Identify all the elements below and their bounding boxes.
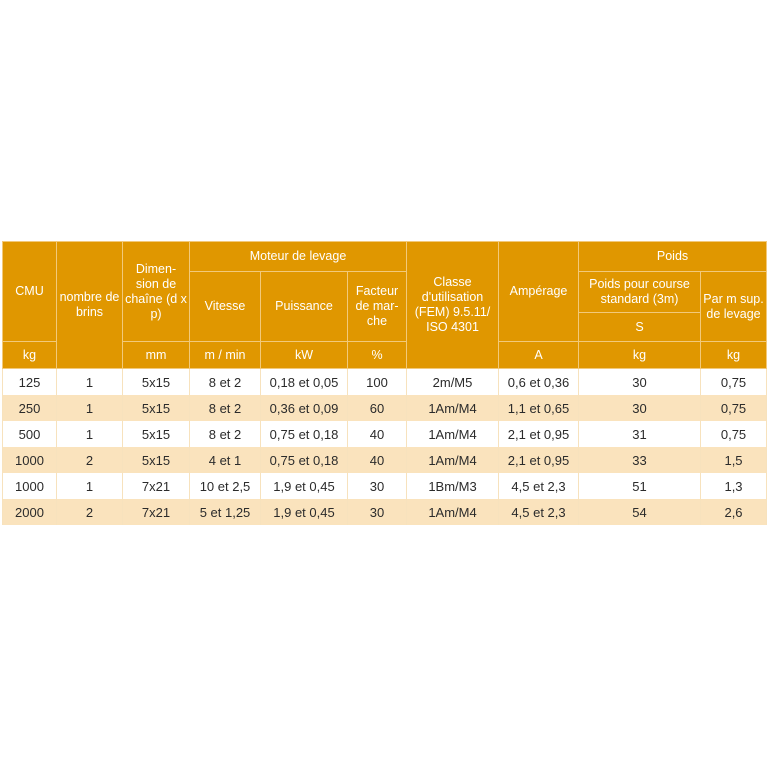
cell-poids-course: 30 (578, 395, 702, 421)
cell-facteur: 40 (346, 421, 408, 447)
cell-poids-course: 33 (578, 447, 702, 473)
cell-poids-course: 31 (578, 421, 702, 447)
cell-vitesse: 5 et 1,25 (189, 499, 261, 525)
cell-dimension: 5x15 (122, 395, 190, 421)
cell-cmu: 250 (2, 395, 57, 421)
cell-dimension: 7x21 (122, 499, 190, 525)
header-puissance: Puissance (260, 271, 348, 342)
unit-vitesse: m / min (189, 341, 261, 369)
cell-cmu: 500 (2, 421, 57, 447)
cell-poids-course: 30 (578, 368, 702, 395)
unit-amperage: A (498, 341, 580, 369)
cell-vitesse: 8 et 2 (189, 395, 261, 421)
cell-vitesse: 8 et 2 (189, 421, 261, 447)
cell-dimension: 7x21 (122, 473, 190, 499)
unit-dimension: mm (122, 341, 190, 369)
cell-facteur: 40 (346, 447, 408, 473)
cell-classe: 1Am/M4 (406, 499, 500, 525)
header-nombre-brins: nombre de brins (56, 241, 123, 369)
cell-facteur: 60 (346, 395, 408, 421)
cell-cmu: 2000 (2, 499, 57, 525)
cell-facteur: 30 (346, 499, 408, 525)
table-row: 2000 2 7x21 5 et 1,25 1,9 et 0,45 30 1Am… (2, 499, 768, 525)
cell-amperage: 2,1 et 0,95 (498, 447, 580, 473)
table-body: 125 1 5x15 8 et 2 0,18 et 0,05 100 2m/M5… (2, 368, 768, 525)
cell-dimension: 5x15 (122, 447, 190, 473)
cell-amperage: 1,1 et 0,65 (498, 395, 580, 421)
cell-cmu: 125 (2, 368, 57, 395)
cell-puissance: 0,75 et 0,18 (260, 447, 348, 473)
cell-classe: 1Am/M4 (406, 421, 500, 447)
table-header: CMU nombre de brins Dimen-sion de chaîne… (2, 241, 768, 369)
table-row: 125 1 5x15 8 et 2 0,18 et 0,05 100 2m/M5… (2, 368, 768, 395)
cell-puissance: 1,9 et 0,45 (260, 473, 348, 499)
unit-par-m: kg (700, 341, 768, 369)
cell-brins: 1 (56, 368, 123, 395)
cell-vitesse: 4 et 1 (189, 447, 261, 473)
cell-poids-course: 54 (578, 499, 702, 525)
table-row: 1000 2 5x15 4 et 1 0,75 et 0,18 40 1Am/M… (2, 447, 768, 473)
cell-puissance: 0,75 et 0,18 (260, 421, 348, 447)
unit-poids-course: kg (578, 341, 702, 369)
cell-puissance: 1,9 et 0,45 (260, 499, 348, 525)
specs-table: CMU nombre de brins Dimen-sion de chaîne… (2, 241, 768, 525)
cell-amperage: 2,1 et 0,95 (498, 421, 580, 447)
table-row: 250 1 5x15 8 et 2 0,36 et 0,09 60 1Am/M4… (2, 395, 768, 421)
cell-classe: 2m/M5 (406, 368, 500, 395)
cell-vitesse: 8 et 2 (189, 368, 261, 395)
unit-facteur: % (346, 341, 408, 369)
cell-vitesse: 10 et 2,5 (189, 473, 261, 499)
cell-par-m: 1,3 (700, 473, 768, 499)
header-vitesse: Vitesse (189, 271, 261, 342)
header-facteur: Facteur de mar-che (346, 271, 408, 342)
table-row: 500 1 5x15 8 et 2 0,75 et 0,18 40 1Am/M4… (2, 421, 768, 447)
header-poids-course: Poids pour course standard (3m) (578, 271, 702, 313)
cell-par-m: 1,5 (700, 447, 768, 473)
header-par-m: Par m sup. de levage (700, 271, 768, 342)
cell-par-m: 0,75 (700, 421, 768, 447)
header-amperage: Ampérage (498, 241, 580, 342)
header-cmu: CMU (2, 241, 57, 342)
header-poids: Poids (578, 241, 768, 272)
table-row: 1000 1 7x21 10 et 2,5 1,9 et 0,45 30 1Bm… (2, 473, 768, 499)
unit-puissance: kW (260, 341, 348, 369)
unit-cmu: kg (2, 341, 57, 369)
cell-dimension: 5x15 (122, 368, 190, 395)
cell-classe: 1Bm/M3 (406, 473, 500, 499)
header-poids-s: S (578, 312, 702, 342)
cell-facteur: 30 (346, 473, 408, 499)
cell-brins: 1 (56, 421, 123, 447)
cell-facteur: 100 (346, 368, 408, 395)
cell-amperage: 4,5 et 2,3 (498, 473, 580, 499)
cell-brins: 1 (56, 395, 123, 421)
cell-puissance: 0,36 et 0,09 (260, 395, 348, 421)
cell-classe: 1Am/M4 (406, 447, 500, 473)
cell-poids-course: 51 (578, 473, 702, 499)
header-classe: Classe d'utilisation (FEM) 9.5.11/ ISO 4… (406, 241, 500, 369)
cell-amperage: 4,5 et 2,3 (498, 499, 580, 525)
cell-amperage: 0,6 et 0,36 (498, 368, 580, 395)
header-moteur: Moteur de levage (188, 241, 408, 272)
cell-classe: 1Am/M4 (406, 395, 500, 421)
cell-brins: 2 (56, 499, 123, 525)
cell-par-m: 2,6 (700, 499, 768, 525)
cell-brins: 1 (56, 473, 123, 499)
cell-dimension: 5x15 (122, 421, 190, 447)
cell-cmu: 1000 (2, 473, 57, 499)
cell-cmu: 1000 (2, 447, 57, 473)
cell-brins: 2 (56, 447, 123, 473)
cell-puissance: 0,18 et 0,05 (260, 368, 348, 395)
cell-par-m: 0,75 (700, 368, 768, 395)
header-dimension: Dimen-sion de chaîne (d x p) (122, 241, 190, 342)
cell-par-m: 0,75 (700, 395, 768, 421)
